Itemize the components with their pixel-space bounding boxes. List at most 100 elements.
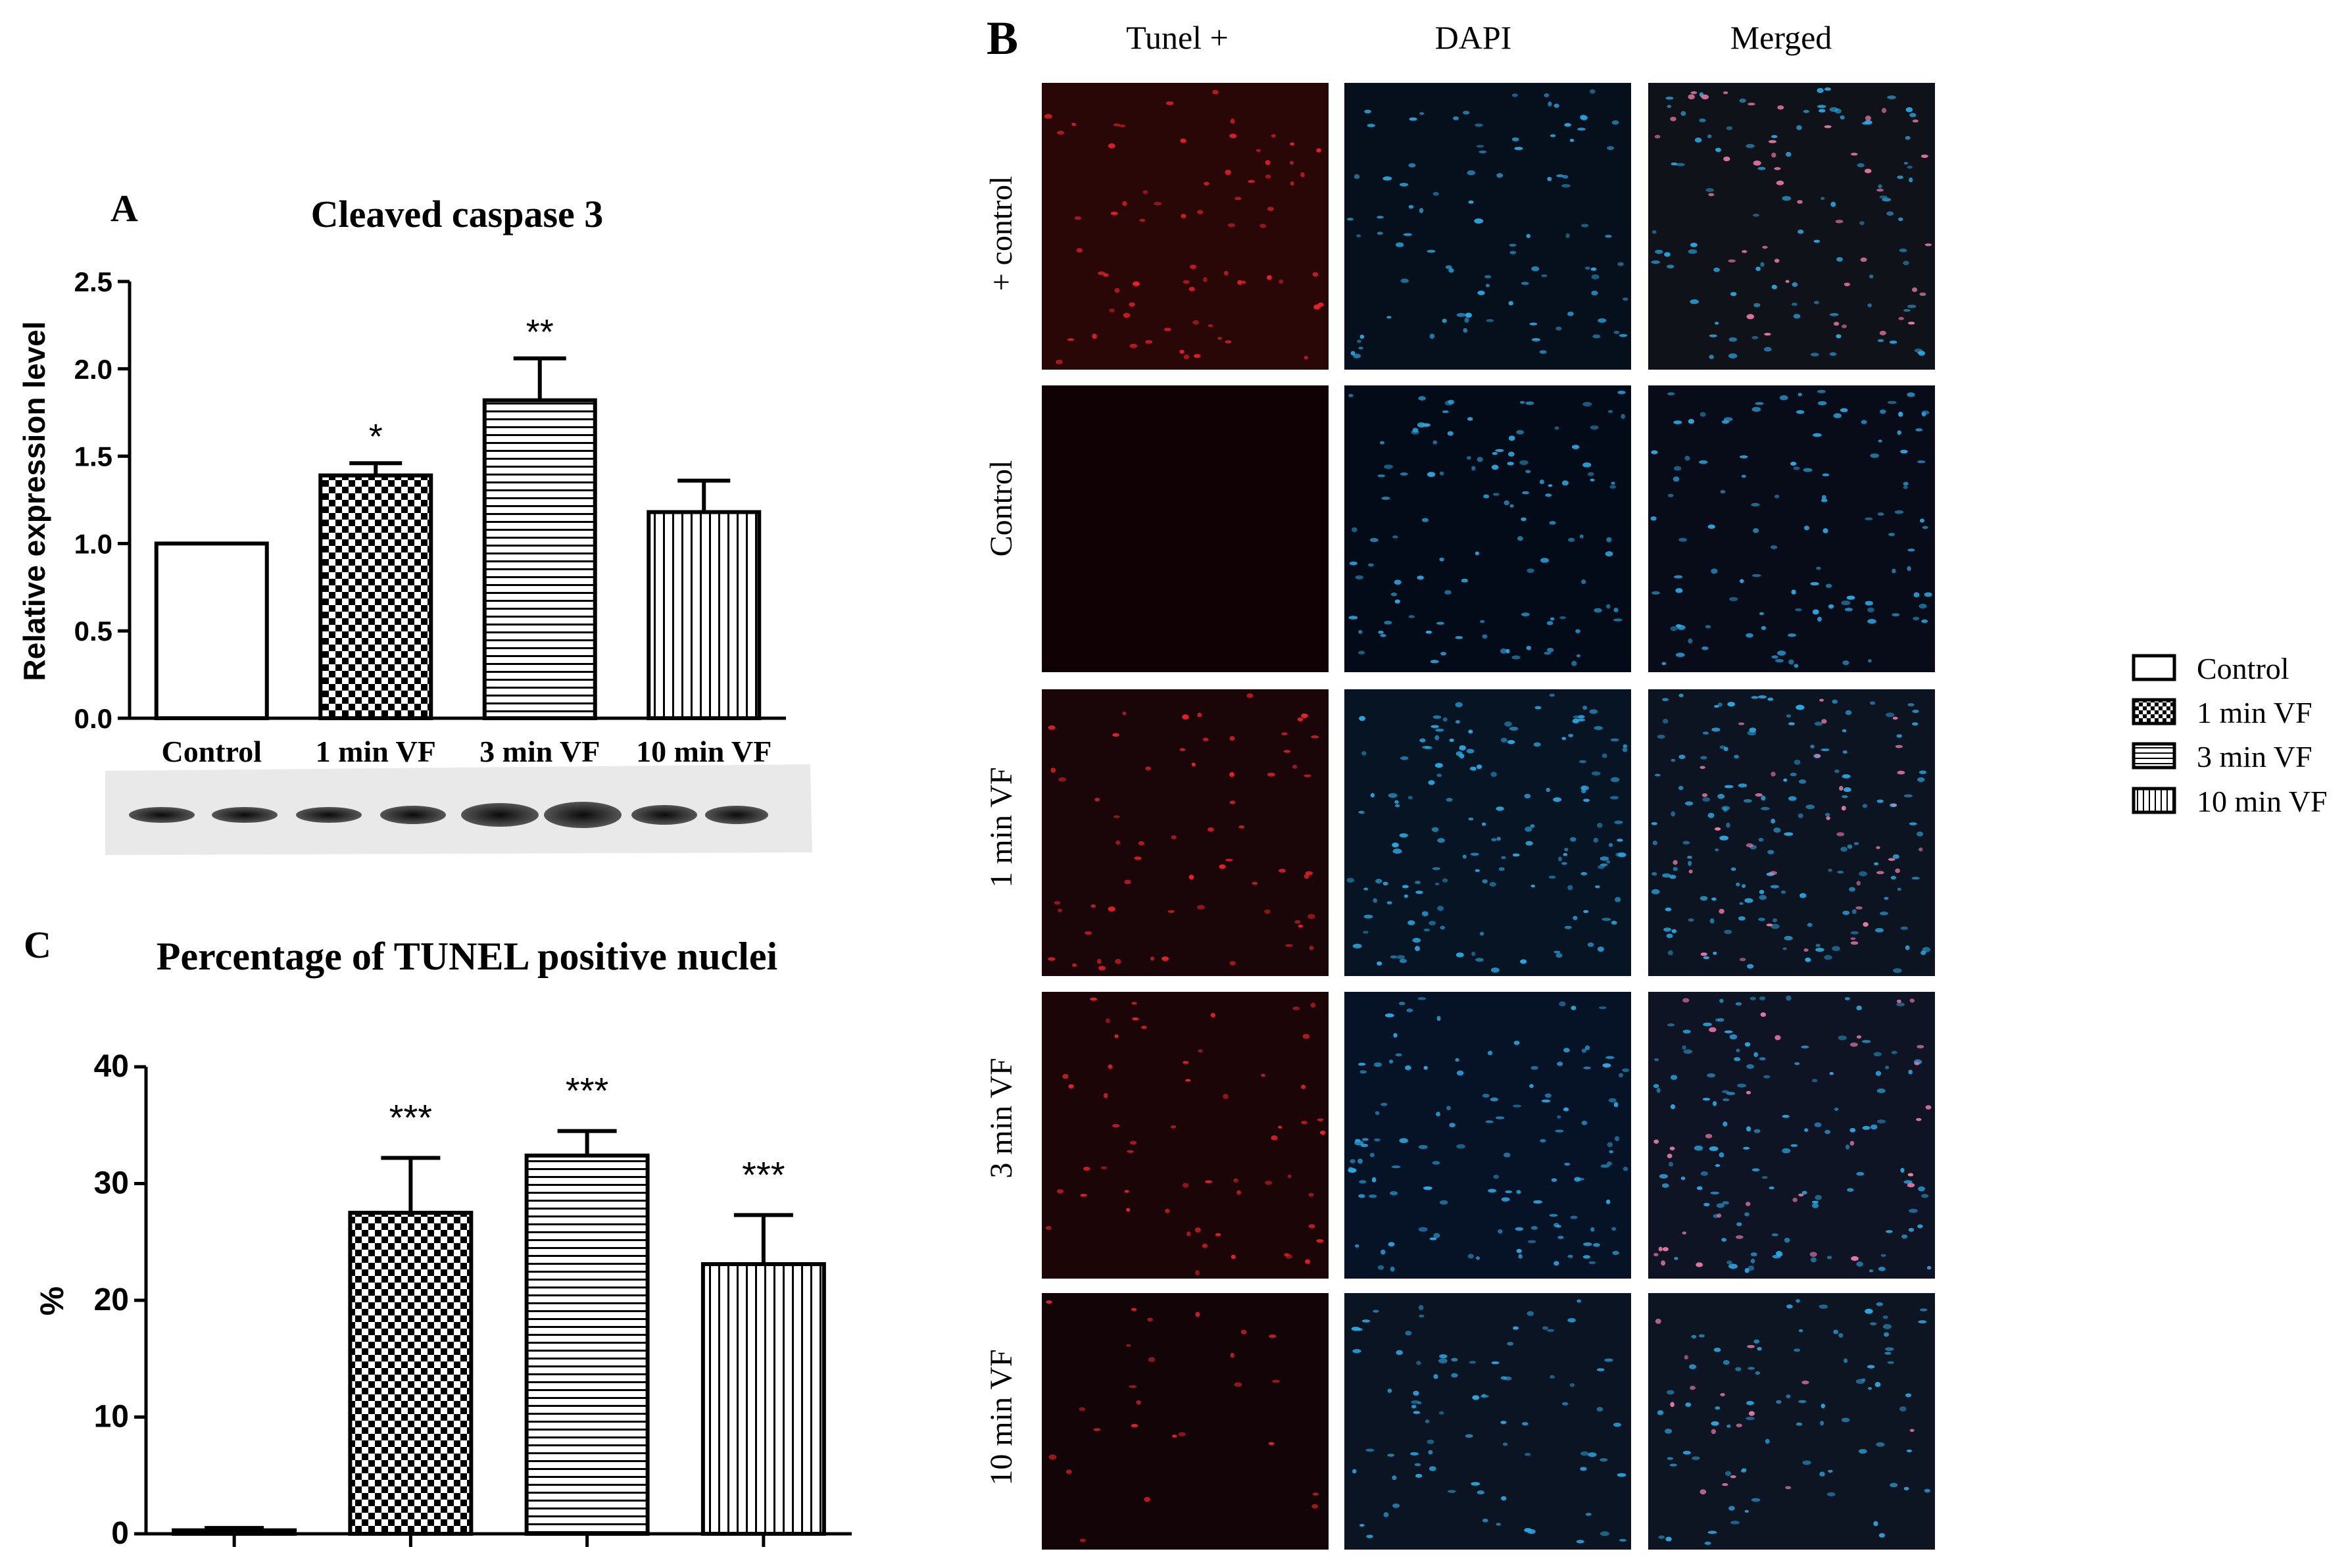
tunel-nucleus bbox=[1302, 1034, 1310, 1039]
tunel-nucleus bbox=[1279, 279, 1283, 284]
micrograph-grid: Tunel + DAPI Merged + control Control 1 … bbox=[984, 19, 1935, 1550]
merged-tunel-nucleus bbox=[1776, 180, 1784, 185]
dapi-nucleus bbox=[1377, 216, 1384, 219]
dapi-nucleus bbox=[1418, 396, 1426, 401]
dapi-nucleus bbox=[1515, 1227, 1523, 1231]
dapi-nucleus bbox=[1487, 1050, 1493, 1056]
significance-10-min-vf: *** bbox=[742, 1154, 785, 1195]
tunel-nucleus bbox=[1127, 1150, 1134, 1153]
merged-dapi-nucleus bbox=[1680, 1176, 1686, 1181]
merged-tunel-nucleus bbox=[1661, 1260, 1666, 1266]
merged-dapi-nucleus bbox=[1755, 1371, 1761, 1375]
micrograph-tile bbox=[1042, 992, 1329, 1279]
dapi-nucleus bbox=[1427, 249, 1436, 253]
merged-dapi-nucleus bbox=[1896, 734, 1903, 738]
dapi-nucleus bbox=[1576, 1540, 1584, 1544]
tunel-nucleus bbox=[1085, 931, 1092, 935]
dapi-nucleus bbox=[1390, 1266, 1395, 1272]
dapi-nucleus bbox=[1369, 537, 1379, 543]
tunel-nucleus bbox=[1098, 966, 1106, 971]
dapi-nucleus bbox=[1512, 1104, 1522, 1108]
dapi-nucleus bbox=[1576, 718, 1586, 722]
merged-dapi-nucleus bbox=[1817, 87, 1824, 93]
dapi-nucleus bbox=[1413, 1390, 1419, 1396]
tunel-nucleus bbox=[1171, 1434, 1177, 1438]
merged-dapi-nucleus bbox=[1909, 112, 1917, 118]
merged-dapi-nucleus bbox=[1682, 1045, 1686, 1050]
y-tick-label: 10 bbox=[94, 1400, 129, 1434]
merged-dapi-nucleus bbox=[1771, 284, 1777, 289]
tunel-nucleus bbox=[1210, 1013, 1215, 1017]
merged-dapi-nucleus bbox=[1794, 1062, 1800, 1066]
merged-dapi-nucleus bbox=[1897, 887, 1901, 891]
merged-dapi-nucleus bbox=[1846, 595, 1855, 600]
merged-dapi-nucleus bbox=[1671, 929, 1677, 933]
tunel-nucleus bbox=[1132, 281, 1140, 287]
merged-dapi-nucleus bbox=[1805, 957, 1811, 962]
micrograph-background bbox=[1042, 83, 1329, 370]
merged-dapi-nucleus bbox=[1867, 607, 1874, 612]
tunel-nucleus bbox=[1301, 1120, 1308, 1125]
dapi-nucleus bbox=[1564, 1162, 1571, 1166]
dapi-nucleus bbox=[1352, 1469, 1357, 1474]
dapi-nucleus bbox=[1390, 955, 1398, 959]
dapi-nucleus bbox=[1498, 867, 1505, 871]
merged-dapi-nucleus bbox=[1730, 867, 1736, 871]
merged-dapi-nucleus bbox=[1728, 353, 1738, 358]
tunel-nucleus bbox=[1236, 1190, 1241, 1195]
dapi-nucleus bbox=[1548, 101, 1552, 107]
merged-dapi-nucleus bbox=[1746, 1064, 1754, 1069]
dapi-nucleus bbox=[1519, 460, 1529, 466]
dapi-nucleus bbox=[1418, 1227, 1428, 1232]
dapi-nucleus bbox=[1394, 800, 1399, 804]
dapi-nucleus bbox=[1462, 854, 1467, 859]
dapi-nucleus bbox=[1422, 423, 1431, 427]
merged-dapi-nucleus bbox=[1667, 1390, 1675, 1395]
merged-dapi-nucleus bbox=[1726, 1092, 1736, 1095]
chart-a-bars bbox=[154, 398, 762, 721]
merged-tunel-nucleus bbox=[1771, 772, 1776, 777]
micrograph-background bbox=[1344, 1293, 1631, 1550]
dapi-nucleus bbox=[1582, 1255, 1590, 1259]
merged-dapi-nucleus bbox=[1729, 1034, 1738, 1040]
dapi-nucleus bbox=[1621, 414, 1625, 419]
panel-letter-a: A bbox=[110, 187, 138, 230]
merged-dapi-nucleus bbox=[1870, 453, 1880, 458]
merged-dapi-nucleus bbox=[1751, 696, 1759, 699]
merged-tunel-nucleus bbox=[1920, 154, 1928, 159]
tunel-nucleus bbox=[1134, 856, 1142, 860]
merged-dapi-nucleus bbox=[1711, 727, 1721, 732]
dapi-nucleus bbox=[1563, 1107, 1569, 1112]
merged-dapi-nucleus bbox=[1753, 303, 1761, 308]
merged-dapi-nucleus bbox=[1684, 455, 1690, 461]
dapi-nucleus bbox=[1605, 604, 1611, 609]
merged-dapi-nucleus bbox=[1803, 468, 1813, 472]
dapi-nucleus bbox=[1600, 863, 1608, 867]
merged-dapi-nucleus bbox=[1819, 1471, 1825, 1477]
tunel-nucleus bbox=[1292, 764, 1298, 769]
dapi-nucleus bbox=[1617, 839, 1623, 842]
merged-dapi-nucleus bbox=[1867, 1386, 1872, 1390]
merged-dapi-nucleus bbox=[1729, 597, 1738, 602]
tunel-nucleus bbox=[1162, 956, 1169, 962]
merged-dapi-nucleus bbox=[1665, 907, 1672, 912]
tunel-nucleus bbox=[1129, 1384, 1137, 1388]
dapi-nucleus bbox=[1505, 1190, 1513, 1194]
tunel-nucleus bbox=[1090, 904, 1096, 908]
merged-dapi-nucleus bbox=[1663, 927, 1672, 932]
dapi-nucleus bbox=[1500, 1421, 1507, 1425]
merged-dapi-nucleus bbox=[1867, 303, 1872, 308]
dapi-nucleus bbox=[1602, 753, 1607, 758]
dapi-nucleus bbox=[1434, 882, 1440, 886]
merged-dapi-nucleus bbox=[1771, 923, 1780, 929]
significance-1-min-vf: *** bbox=[389, 1096, 432, 1138]
dapi-nucleus bbox=[1365, 1448, 1375, 1452]
merged-dapi-nucleus bbox=[1746, 1400, 1754, 1406]
dapi-nucleus bbox=[1466, 748, 1475, 754]
dapi-nucleus bbox=[1505, 649, 1510, 654]
merged-dapi-nucleus bbox=[1903, 1486, 1909, 1490]
y-tick-label: 1.0 bbox=[74, 528, 112, 559]
dapi-nucleus bbox=[1370, 793, 1375, 798]
dapi-nucleus bbox=[1619, 333, 1628, 337]
merged-tunel-nucleus bbox=[1774, 1035, 1781, 1041]
